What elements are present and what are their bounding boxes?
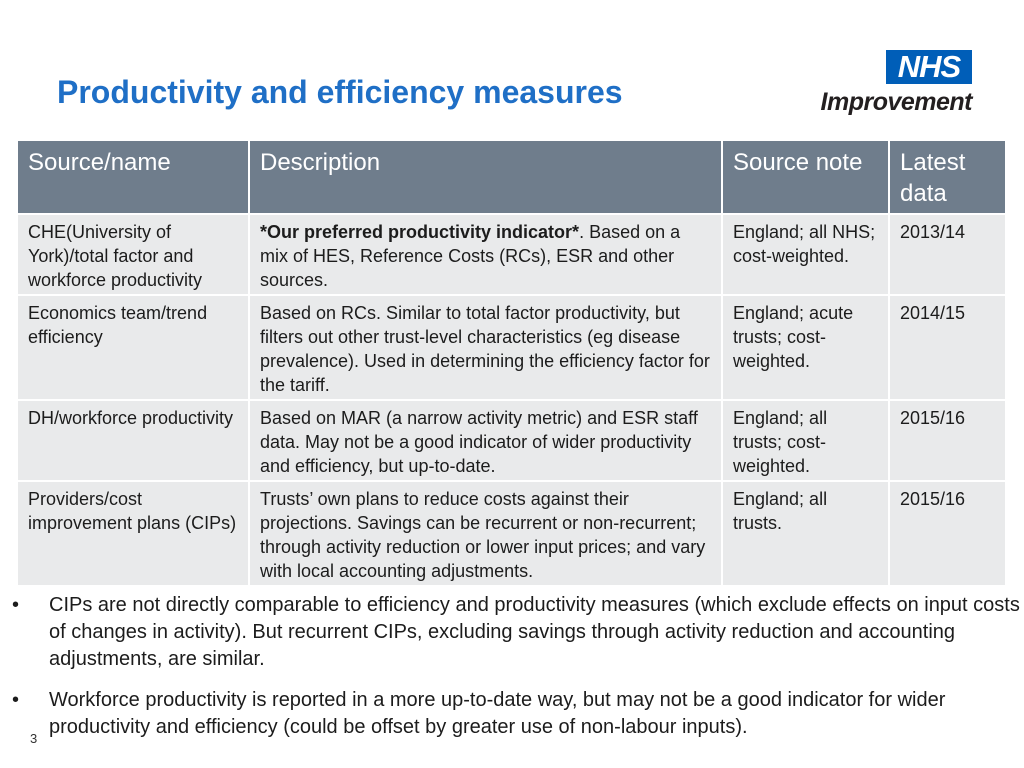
cell-source-note: England; all trusts. <box>721 480 890 587</box>
bullet-list: • CIPs are not directly comparable to ef… <box>0 592 1024 741</box>
table-row: Economics team/trend efficiency Based on… <box>18 294 1005 401</box>
cell-latest-data: 2015/16 <box>888 399 1005 482</box>
table-row: CHE(University of York)/total factor and… <box>18 213 1005 296</box>
cell-description: Trusts’ own plans to reduce costs agains… <box>248 480 723 587</box>
cell-latest-data: 2014/15 <box>888 294 1005 401</box>
cell-source: Economics team/trend efficiency <box>18 294 250 401</box>
header-source-note: Source note <box>721 141 890 215</box>
logo-wordmark: Improvement <box>820 88 973 116</box>
bullet-text: CIPs are not directly comparable to effi… <box>49 594 1020 670</box>
cell-source-note: England; all trusts; cost-weighted. <box>721 399 890 482</box>
table-row: DH/workforce productivity Based on MAR (… <box>18 399 1005 482</box>
header-latest-data: Latest data <box>888 141 1005 215</box>
page-title: Productivity and efficiency measures <box>57 74 623 110</box>
bullet-item: • CIPs are not directly comparable to ef… <box>0 592 1024 673</box>
cell-source-note: England; acute trusts; cost-weighted. <box>721 294 890 401</box>
table-row: Providers/cost improvement plans (CIPs) … <box>18 480 1005 587</box>
cell-latest-data: 2013/14 <box>888 213 1005 296</box>
cell-description: Based on MAR (a narrow activity metric) … <box>248 399 723 482</box>
cell-source: Providers/cost improvement plans (CIPs) <box>18 480 250 587</box>
cell-latest-data: 2015/16 <box>888 480 1005 587</box>
header-description: Description <box>248 141 723 215</box>
description-highlight: *Our preferred productivity indicator* <box>260 222 580 242</box>
cell-source: CHE(University of York)/total factor and… <box>18 213 250 296</box>
bullet-text: Workforce productivity is reported in a … <box>49 689 946 738</box>
table-header-row: Source/name Description Source note Late… <box>18 141 1005 215</box>
header-source-name: Source/name <box>18 141 250 215</box>
cell-description: *Our preferred productivity indicator*. … <box>248 213 723 296</box>
nhs-improvement-logo: NHS Improvement <box>792 50 973 122</box>
measures-table: Source/name Description Source note Late… <box>18 141 1005 587</box>
bullet-marker: • <box>12 689 20 711</box>
cell-source: DH/workforce productivity <box>18 399 250 482</box>
nhs-logo-mark: NHS <box>886 50 972 84</box>
description-text: . Based on a mix of HES, Reference Costs… <box>260 222 681 290</box>
cell-source-note: England; all NHS; cost-weighted. <box>721 213 890 296</box>
bullet-item: • Workforce productivity is reported in … <box>0 687 1024 741</box>
page-number: 3 <box>30 731 38 746</box>
bullet-marker: • <box>12 594 20 616</box>
cell-description: Based on RCs. Similar to total factor pr… <box>248 294 723 401</box>
